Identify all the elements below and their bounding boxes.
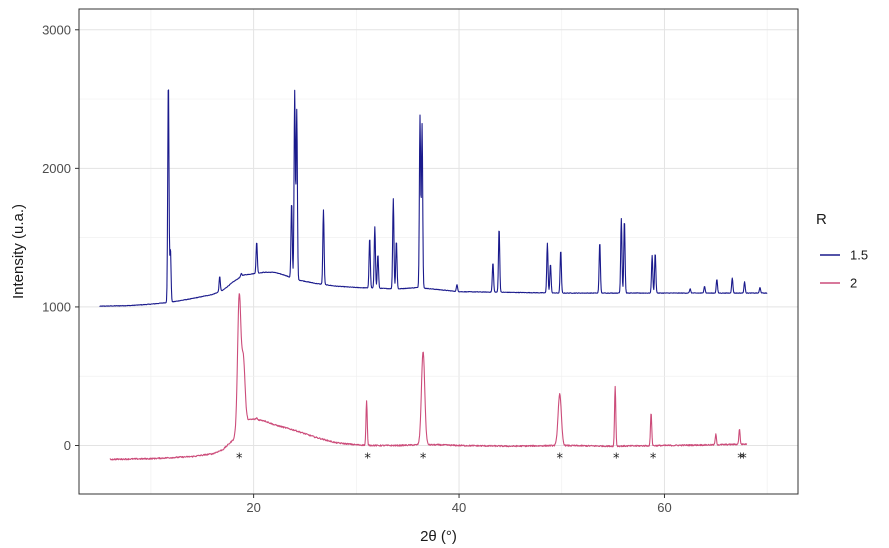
y-tick-label: 1000 (42, 299, 71, 314)
y-tick-label: 2000 (42, 161, 71, 176)
legend-label-series-1: 1.5 (850, 248, 868, 263)
y-tick-label: 0 (64, 438, 71, 453)
peak-marker: * (613, 452, 620, 467)
marker-layer: * * * * * * ** (236, 452, 747, 467)
x-tick-label: 60 (657, 500, 671, 515)
peak-marker: * (364, 452, 371, 467)
peak-marker: * (556, 452, 563, 467)
legend-label-series-2: 2 (850, 276, 857, 291)
series-line-1 (99, 89, 768, 307)
y-tick-label: 3000 (42, 22, 71, 37)
grid-layer (79, 9, 798, 494)
ticks-layer: 20 40 60 0 1000 2000 3000 (42, 22, 672, 515)
x-tick-label: 20 (246, 500, 260, 515)
x-tick-label: 40 (452, 500, 466, 515)
legend-title: R (816, 211, 827, 228)
y-axis-title: Intensity (u.a.) (10, 204, 27, 299)
peak-marker: * (236, 452, 243, 467)
peak-marker: * (420, 452, 427, 467)
peak-marker: * (740, 452, 747, 467)
peak-marker: * (737, 452, 744, 467)
panel-border (78, 8, 799, 495)
series-layer (99, 89, 768, 461)
peak-marker: * (650, 452, 657, 467)
x-axis-title: 2θ (°) (420, 528, 457, 545)
legend: R 1.5 2 (816, 211, 868, 291)
series-line-2 (109, 293, 748, 461)
